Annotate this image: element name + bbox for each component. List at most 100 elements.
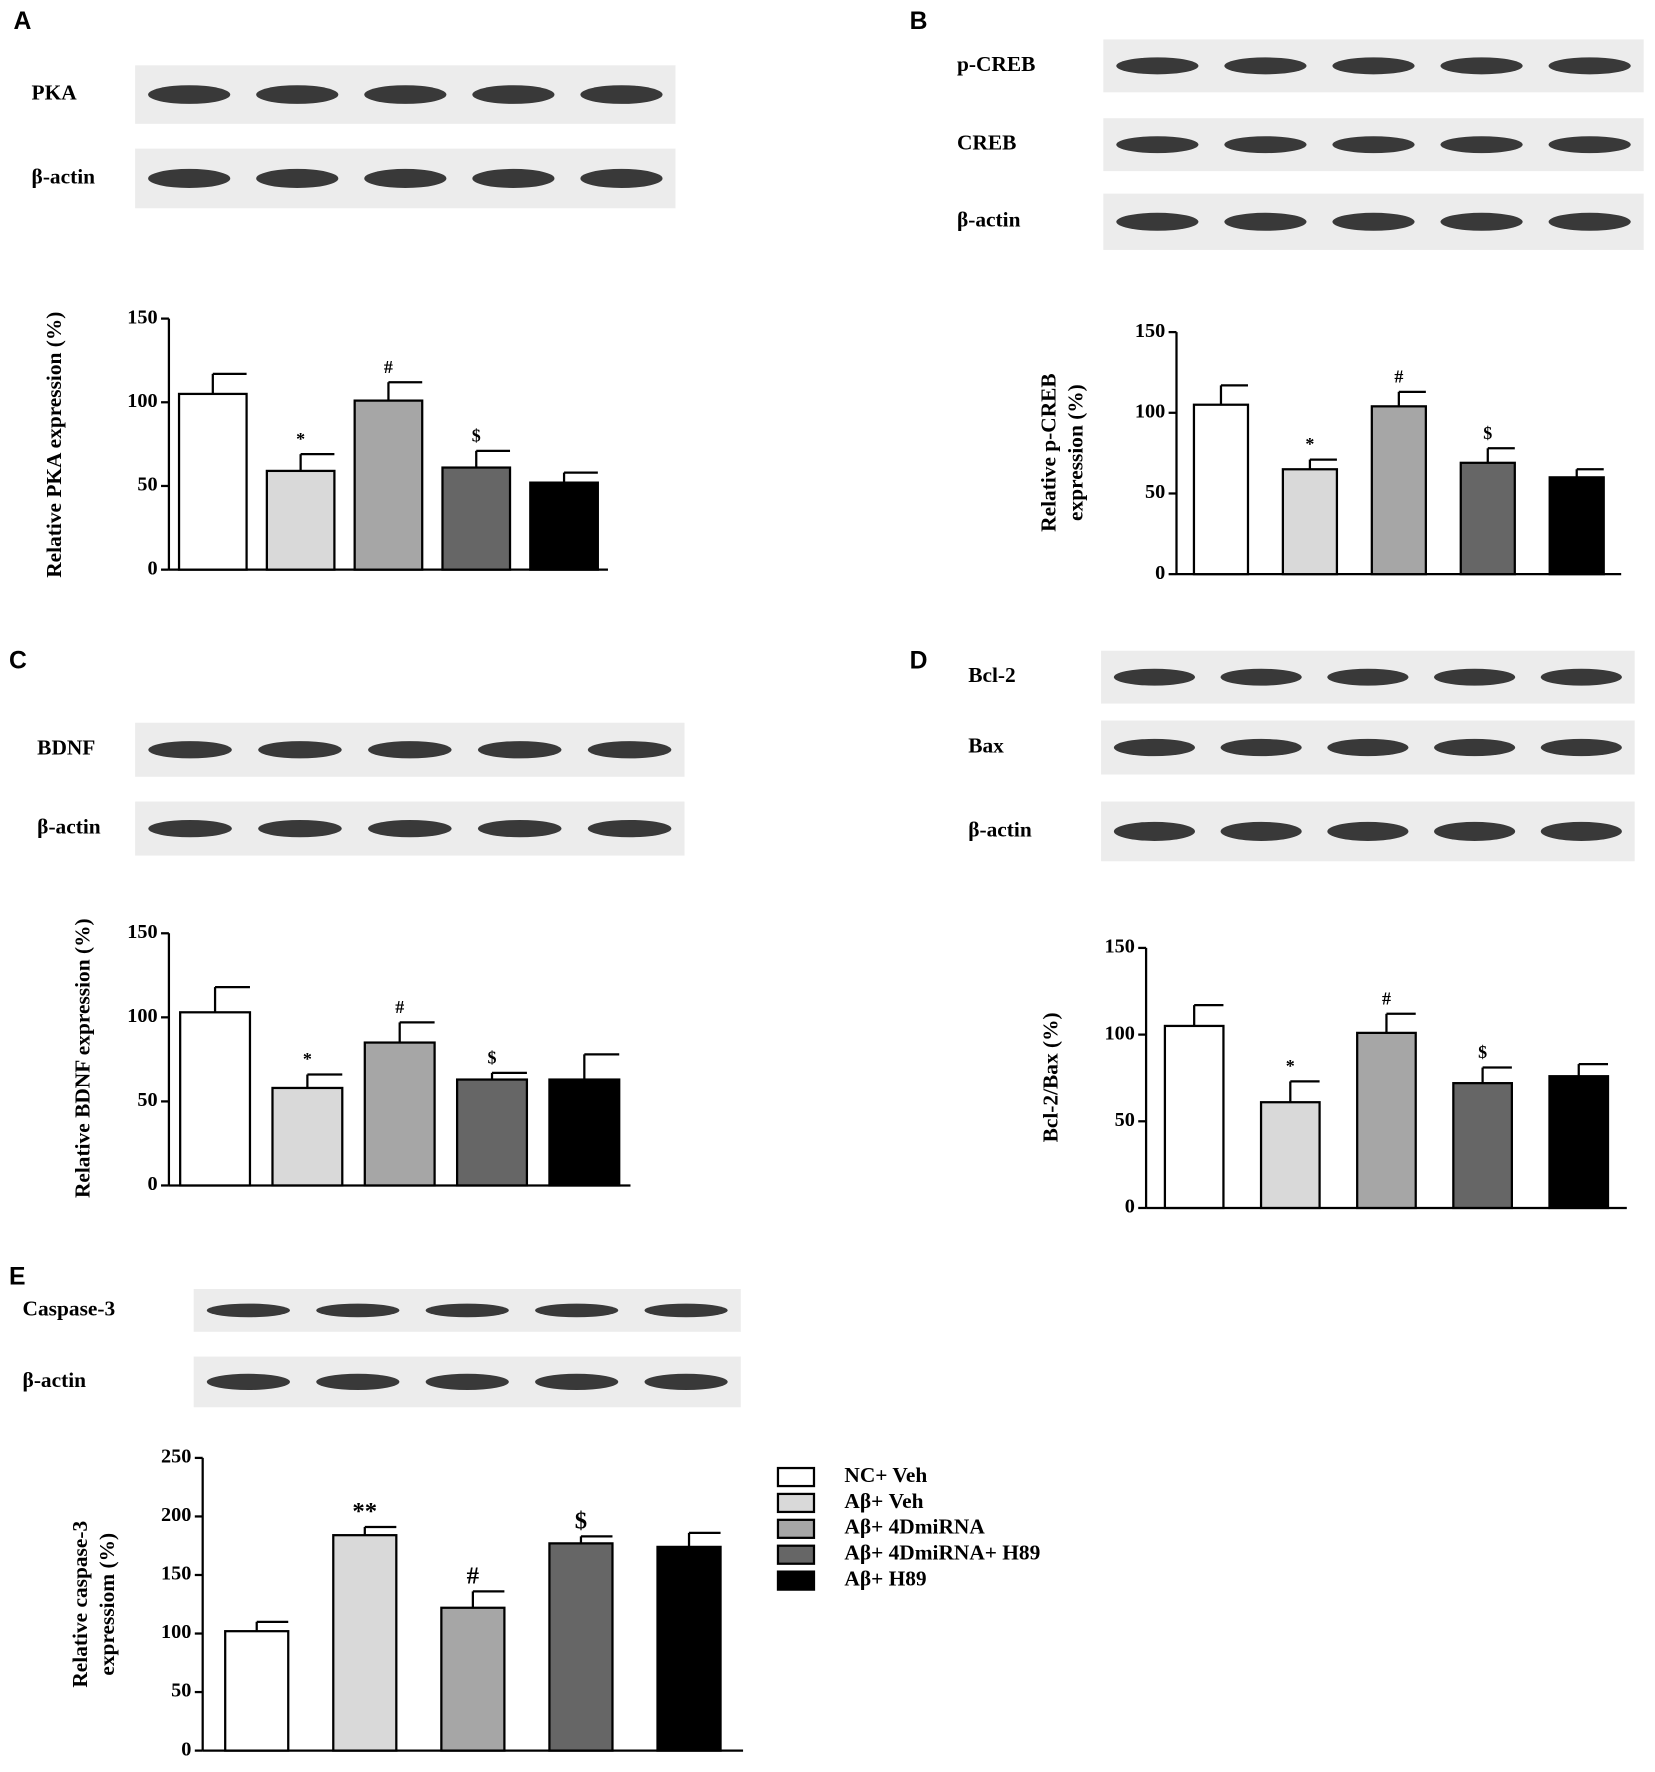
y-tick-label: 100 xyxy=(1104,1022,1134,1044)
blot-band xyxy=(1332,136,1415,154)
bar xyxy=(1452,1082,1513,1210)
y-tick-label: 150 xyxy=(127,306,157,328)
y-axis-label: Relative p-CREB xyxy=(1036,373,1060,532)
blot-label: PKA xyxy=(32,80,78,104)
blot-band xyxy=(1113,821,1195,841)
bar xyxy=(177,392,248,571)
significance-label: * xyxy=(1286,1056,1295,1076)
blot-band xyxy=(364,85,447,104)
blot-band xyxy=(1224,212,1307,231)
blot-band xyxy=(472,168,555,188)
bar xyxy=(271,1086,344,1187)
y-tick-label: 100 xyxy=(127,1005,157,1027)
y-tick-label: 0 xyxy=(148,557,158,579)
significance-label: * xyxy=(303,1049,312,1069)
blot-band xyxy=(1113,668,1195,686)
bar xyxy=(265,469,336,571)
legend-label: Aβ+ Veh xyxy=(844,1489,923,1513)
blot-band xyxy=(1540,821,1622,841)
bar xyxy=(1192,403,1250,576)
y-axis-label: Relative BDNF expression (%) xyxy=(70,918,94,1198)
blot-label: Caspase-3 xyxy=(23,1296,116,1320)
blot-band xyxy=(1434,668,1516,686)
y-axis-label: Relative PKA expression (%) xyxy=(42,312,66,578)
blot-label: CREB xyxy=(957,131,1016,155)
y-tick-label: 0 xyxy=(181,1738,191,1760)
significance-label: $ xyxy=(1478,1042,1487,1062)
blot-band xyxy=(1548,212,1631,231)
bar xyxy=(455,1078,529,1187)
blot-band xyxy=(1220,668,1302,686)
blot-band xyxy=(472,85,555,104)
blot-band xyxy=(1220,821,1302,841)
legend-label: Aβ+ 4DmiRNA+ H89 xyxy=(844,1541,1040,1565)
bar xyxy=(1459,461,1516,576)
bar xyxy=(1281,468,1339,576)
legend-swatch xyxy=(776,1518,816,1539)
blot-band xyxy=(425,1373,509,1391)
blot-band xyxy=(148,741,232,759)
y-tick-label: 50 xyxy=(171,1680,191,1702)
blot-band xyxy=(1224,136,1307,154)
y-tick-label: 0 xyxy=(148,1173,158,1195)
bar xyxy=(353,399,424,571)
panel-label: E xyxy=(9,1263,26,1290)
y-tick-label: 50 xyxy=(1115,1109,1135,1131)
bar xyxy=(1259,1101,1321,1210)
bar xyxy=(441,466,512,571)
bar xyxy=(440,1606,506,1752)
blot-band xyxy=(1540,668,1622,686)
panel-label: A xyxy=(14,8,32,35)
blot-band xyxy=(368,819,452,838)
y-tick-label: 150 xyxy=(1104,936,1134,958)
significance-label: $ xyxy=(472,425,481,445)
blot-band xyxy=(258,819,342,838)
blot-band xyxy=(1540,738,1622,757)
y-axis-label: Relative caspase-3 xyxy=(68,1521,92,1688)
blot-band xyxy=(477,819,562,838)
y-axis-label: expressiom (%) xyxy=(95,1533,119,1676)
blot-label: β-actin xyxy=(968,817,1032,841)
blot-band xyxy=(1220,738,1302,757)
blot-band xyxy=(206,1303,290,1318)
blot-band xyxy=(256,85,339,104)
bar xyxy=(224,1630,290,1752)
bar xyxy=(548,1078,621,1187)
y-tick-label: 100 xyxy=(161,1621,191,1643)
blot-band xyxy=(587,819,672,838)
y-tick-label: 150 xyxy=(127,921,157,943)
blot-band xyxy=(1116,212,1199,231)
blot-band xyxy=(148,168,231,188)
blot-label: BDNF xyxy=(37,736,95,760)
y-tick-label: 0 xyxy=(1155,562,1165,584)
legend-swatch xyxy=(776,1570,816,1591)
blot-band xyxy=(1224,57,1307,75)
blot-band xyxy=(258,741,342,759)
blot-band xyxy=(580,168,663,188)
blot-band xyxy=(1548,136,1631,154)
panel-label: C xyxy=(9,648,27,675)
significance-label: $ xyxy=(488,1047,497,1067)
legend-swatch xyxy=(776,1492,816,1514)
blot-band xyxy=(1327,821,1409,841)
y-axis-label: Bcl-2/Bax (%) xyxy=(1039,1012,1063,1142)
significance-label: * xyxy=(1305,434,1314,454)
blot-band xyxy=(316,1373,400,1391)
significance-label: # xyxy=(467,1563,480,1590)
bar xyxy=(1548,1075,1610,1210)
blot-label: β-actin xyxy=(32,164,96,188)
y-tick-label: 100 xyxy=(1135,400,1165,422)
panel-label: B xyxy=(910,8,928,35)
y-tick-label: 0 xyxy=(1125,1196,1135,1218)
blot-label: Bax xyxy=(968,733,1004,757)
blot-label: β-actin xyxy=(23,1368,87,1392)
blot-band xyxy=(1116,136,1199,154)
y-axis-label: expression (%) xyxy=(1063,384,1087,521)
blot-band xyxy=(1327,738,1409,757)
blot-label: p-CREB xyxy=(957,52,1035,76)
legend-swatch xyxy=(776,1466,816,1488)
bar xyxy=(656,1545,722,1752)
y-tick-label: 150 xyxy=(1135,320,1165,342)
bar xyxy=(1163,1024,1225,1210)
bar xyxy=(529,481,599,571)
